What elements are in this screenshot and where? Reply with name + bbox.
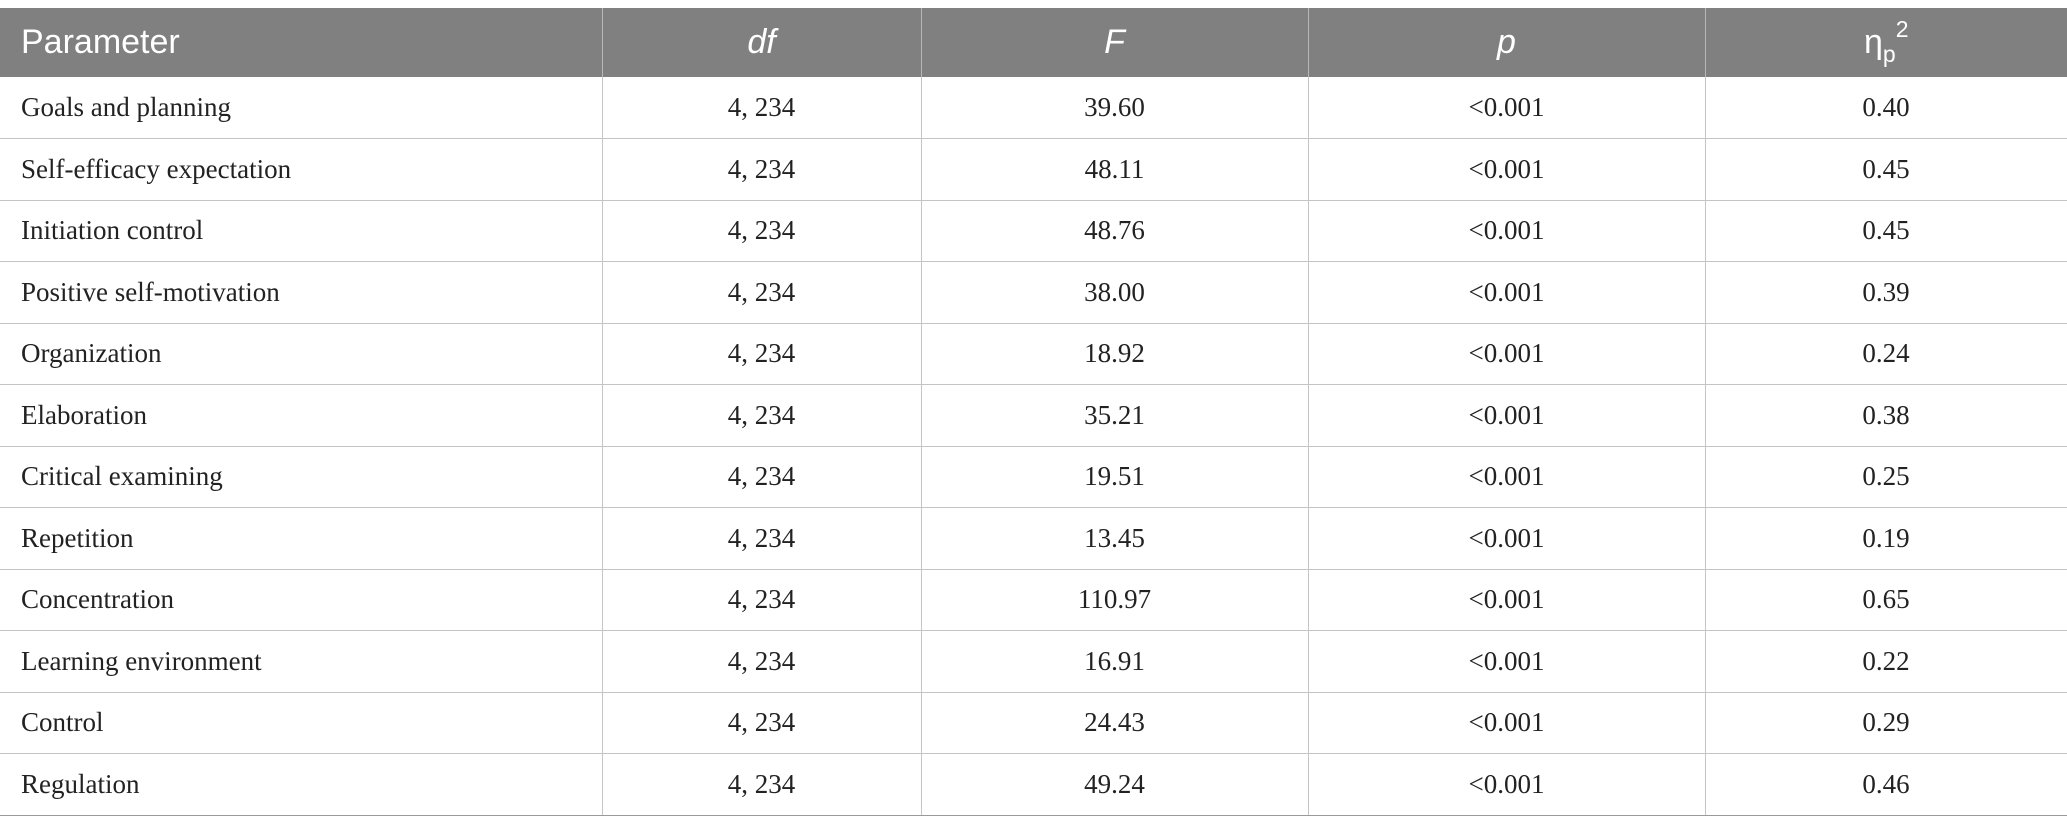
cell-parameter: Organization bbox=[0, 323, 602, 385]
table-row: Positive self-motivation 4, 234 38.00 <0.00… bbox=[0, 261, 2067, 324]
cell-parameter: Goals and planning bbox=[0, 77, 602, 139]
cell-df: 4, 234 bbox=[601, 446, 921, 508]
cell-parameter: Critical examining bbox=[0, 446, 602, 508]
cell-parameter: Positive self-motivation bbox=[0, 261, 602, 324]
cell-df: 4, 234 bbox=[601, 753, 921, 816]
cell-p: <0.001 bbox=[1307, 446, 1705, 508]
cell-p: <0.001 bbox=[1307, 200, 1705, 262]
table-body: Goals and planning 4, 234 39.60 <0.001 0.40 S… bbox=[0, 77, 2067, 816]
cell-partial-eta-squared: 0.19 bbox=[1704, 507, 2067, 570]
cell-f: 13.45 bbox=[920, 507, 1308, 570]
cell-p: <0.001 bbox=[1307, 77, 1705, 139]
cell-parameter: Elaboration bbox=[0, 384, 602, 447]
header-f: F bbox=[920, 8, 1308, 77]
cell-p: <0.001 bbox=[1307, 323, 1705, 385]
eta-symbol: η bbox=[1863, 23, 1883, 61]
cell-p: <0.001 bbox=[1307, 138, 1705, 201]
cell-partial-eta-squared: 0.24 bbox=[1704, 323, 2067, 385]
cell-f: 48.11 bbox=[920, 138, 1308, 201]
header-p: p bbox=[1307, 8, 1705, 77]
cell-df: 4, 234 bbox=[601, 569, 921, 631]
cell-parameter: Regulation bbox=[0, 753, 602, 816]
cell-f: 110.97 bbox=[920, 569, 1308, 631]
cell-f: 48.76 bbox=[920, 200, 1308, 262]
table-row: Control 4, 234 24.43 <0.001 0.29 bbox=[0, 692, 2067, 754]
cell-parameter: Control bbox=[0, 692, 602, 754]
cell-f: 24.43 bbox=[920, 692, 1308, 754]
table-row: Concentration 4, 234 110.97 <0.001 0.65 bbox=[0, 569, 2067, 631]
table-header: Parameter df F p ηp2 bbox=[0, 8, 2067, 77]
cell-df: 4, 234 bbox=[601, 630, 921, 693]
header-partial-eta-squared: ηp2 bbox=[1704, 8, 2067, 77]
cell-p: <0.001 bbox=[1307, 692, 1705, 754]
cell-partial-eta-squared: 0.29 bbox=[1704, 692, 2067, 754]
cell-f: 16.91 bbox=[920, 630, 1308, 693]
cell-p: <0.001 bbox=[1307, 507, 1705, 570]
cell-df: 4, 234 bbox=[601, 138, 921, 201]
cell-f: 18.92 bbox=[920, 323, 1308, 385]
eta-subscript: p bbox=[1882, 41, 1896, 67]
cell-f: 39.60 bbox=[920, 77, 1308, 139]
table-row: Elaboration 4, 234 35.21 <0.001 0.38 bbox=[0, 384, 2067, 447]
cell-parameter: Initiation control bbox=[0, 200, 602, 262]
eta-superscript: 2 bbox=[1895, 16, 1909, 42]
header-parameter: Parameter bbox=[21, 23, 180, 61]
cell-parameter: Concentration bbox=[0, 569, 602, 631]
header-row: Parameter df F p ηp2 bbox=[0, 8, 2067, 77]
anova-results-table: Parameter df F p ηp2 Goals and planning 4… bbox=[0, 8, 2067, 816]
cell-df: 4, 234 bbox=[601, 692, 921, 754]
table-row: Organization 4, 234 18.92 <0.001 0.24 bbox=[0, 323, 2067, 385]
header-df: df bbox=[601, 8, 921, 77]
table-row: Initiation control 4, 234 48.76 <0.001 0.45 bbox=[0, 200, 2067, 262]
cell-parameter: Self-efficacy expectation bbox=[0, 138, 602, 201]
cell-df: 4, 234 bbox=[601, 507, 921, 570]
table-row: Critical examining 4, 234 19.51 <0.001 0.25 bbox=[0, 446, 2067, 508]
table-row: Goals and planning 4, 234 39.60 <0.001 0.40 bbox=[0, 77, 2067, 139]
cell-partial-eta-squared: 0.25 bbox=[1704, 446, 2067, 508]
cell-f: 19.51 bbox=[920, 446, 1308, 508]
cell-df: 4, 234 bbox=[601, 384, 921, 447]
cell-f: 38.00 bbox=[920, 261, 1308, 324]
cell-partial-eta-squared: 0.38 bbox=[1704, 384, 2067, 447]
cell-df: 4, 234 bbox=[601, 77, 921, 139]
table-row: Repetition 4, 234 13.45 <0.001 0.19 bbox=[0, 507, 2067, 570]
cell-partial-eta-squared: 0.39 bbox=[1704, 261, 2067, 324]
cell-partial-eta-squared: 0.65 bbox=[1704, 569, 2067, 631]
cell-f: 49.24 bbox=[920, 753, 1308, 816]
cell-partial-eta-squared: 0.45 bbox=[1704, 200, 2067, 262]
cell-p: <0.001 bbox=[1307, 630, 1705, 693]
cell-df: 4, 234 bbox=[601, 200, 921, 262]
table-row: Regulation 4, 234 49.24 <0.001 0.46 bbox=[0, 753, 2067, 816]
cell-partial-eta-squared: 0.40 bbox=[1704, 77, 2067, 139]
cell-p: <0.001 bbox=[1307, 753, 1705, 816]
cell-partial-eta-squared: 0.22 bbox=[1704, 630, 2067, 693]
cell-parameter: Repetition bbox=[0, 507, 602, 570]
cell-parameter: Learning environment bbox=[0, 630, 602, 693]
cell-partial-eta-squared: 0.46 bbox=[1704, 753, 2067, 816]
table-row: Self-efficacy expectation 4, 234 48.11 <0.0… bbox=[0, 138, 2067, 201]
table-row: Learning environment 4, 234 16.91 <0.001 0.2… bbox=[0, 630, 2067, 693]
results-table-container: Parameter df F p ηp2 Goals and planning 4… bbox=[0, 8, 2067, 816]
cell-p: <0.001 bbox=[1307, 384, 1705, 447]
cell-p: <0.001 bbox=[1307, 261, 1705, 324]
cell-df: 4, 234 bbox=[601, 261, 921, 324]
cell-f: 35.21 bbox=[920, 384, 1308, 447]
cell-df: 4, 234 bbox=[601, 323, 921, 385]
cell-p: <0.001 bbox=[1307, 569, 1705, 631]
cell-partial-eta-squared: 0.45 bbox=[1704, 138, 2067, 201]
